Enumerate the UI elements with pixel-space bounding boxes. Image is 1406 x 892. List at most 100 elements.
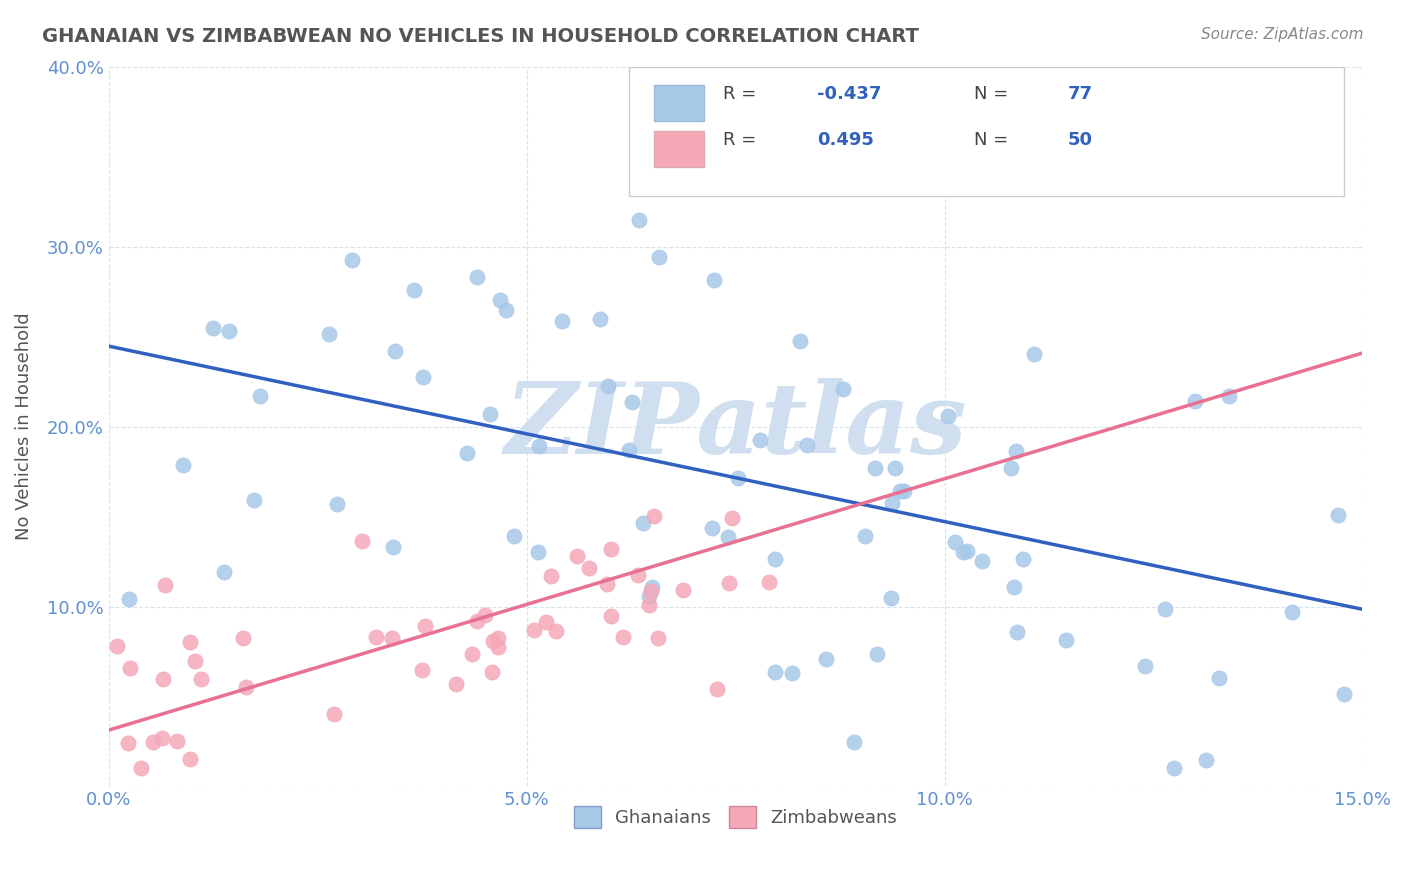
Point [478, 407, 501, 421]
Point [884, 461, 907, 475]
Point [232, 632, 254, 646]
Point [444, 677, 467, 691]
Point [212, 566, 235, 580]
Point [721, 510, 744, 524]
Point [956, 543, 979, 558]
Point [1184, 394, 1206, 409]
Point [631, 516, 654, 530]
Point [527, 545, 550, 559]
Point [596, 378, 619, 392]
Point [481, 665, 503, 679]
Text: R =: R = [723, 131, 762, 149]
Point [1133, 658, 1156, 673]
Point [131, 762, 153, 776]
Point [1281, 605, 1303, 619]
Point [1163, 762, 1185, 776]
Point [763, 665, 786, 679]
Text: 50: 50 [1067, 131, 1092, 149]
Point [481, 634, 503, 648]
Text: R =: R = [723, 85, 762, 103]
Point [249, 389, 271, 403]
Point [1327, 508, 1350, 522]
Point [551, 314, 574, 328]
Point [412, 370, 434, 384]
Point [749, 434, 772, 448]
Point [352, 534, 374, 549]
Point [1153, 601, 1175, 615]
Point [465, 269, 488, 284]
Point [1054, 633, 1077, 648]
Point [727, 471, 749, 485]
Point [706, 682, 728, 697]
Point [936, 409, 959, 424]
Point [544, 624, 567, 638]
Point [600, 608, 623, 623]
Point [413, 618, 436, 632]
Point [474, 608, 496, 623]
FancyBboxPatch shape [654, 85, 704, 120]
Point [641, 580, 664, 594]
Text: N =: N = [974, 85, 1014, 103]
Text: N =: N = [974, 131, 1014, 149]
Point [486, 640, 509, 654]
Point [318, 326, 340, 341]
Point [1022, 347, 1045, 361]
Point [620, 395, 643, 409]
Point [382, 540, 405, 554]
Point [647, 632, 669, 646]
Point [717, 530, 740, 544]
Point [142, 734, 165, 748]
Point [628, 212, 651, 227]
Point [179, 752, 201, 766]
Point [943, 534, 966, 549]
Point [647, 251, 669, 265]
Point [166, 734, 188, 748]
Point [456, 445, 478, 459]
Point [627, 568, 650, 582]
Point [882, 496, 904, 510]
Point [780, 666, 803, 681]
Point [700, 521, 723, 535]
Point [638, 590, 661, 604]
Point [672, 583, 695, 598]
Y-axis label: No Vehicles in Household: No Vehicles in Household [15, 313, 32, 541]
Point [495, 303, 517, 318]
Point [242, 492, 264, 507]
Point [853, 529, 876, 543]
Point [863, 461, 886, 475]
Point [880, 591, 903, 605]
Point [703, 273, 725, 287]
Point [235, 680, 257, 694]
Point [117, 736, 139, 750]
Point [1195, 754, 1218, 768]
Point [384, 343, 406, 358]
Point [612, 630, 634, 644]
Point [737, 177, 759, 191]
Point [952, 545, 974, 559]
Point [201, 321, 224, 335]
FancyBboxPatch shape [654, 131, 704, 168]
Text: Source: ZipAtlas.com: Source: ZipAtlas.com [1201, 27, 1364, 42]
FancyBboxPatch shape [628, 67, 1344, 196]
Point [527, 439, 550, 453]
Point [460, 647, 482, 661]
Point [118, 592, 141, 607]
Point [589, 312, 612, 326]
Point [172, 458, 194, 472]
Point [1000, 461, 1022, 475]
Point [179, 635, 201, 649]
Point [815, 652, 838, 666]
Point [1004, 443, 1026, 458]
Point [486, 631, 509, 645]
Point [1333, 688, 1355, 702]
Point [534, 615, 557, 629]
Point [467, 614, 489, 628]
Point [411, 663, 433, 677]
Point [364, 630, 387, 644]
Legend: Ghanaians, Zimbabweans: Ghanaians, Zimbabweans [567, 798, 904, 835]
Point [218, 324, 240, 338]
Point [183, 654, 205, 668]
Text: GHANAIAN VS ZIMBABWEAN NO VEHICLES IN HOUSEHOLD CORRELATION CHART: GHANAIAN VS ZIMBABWEAN NO VEHICLES IN HO… [42, 27, 920, 45]
Point [105, 639, 128, 653]
Point [638, 598, 661, 612]
